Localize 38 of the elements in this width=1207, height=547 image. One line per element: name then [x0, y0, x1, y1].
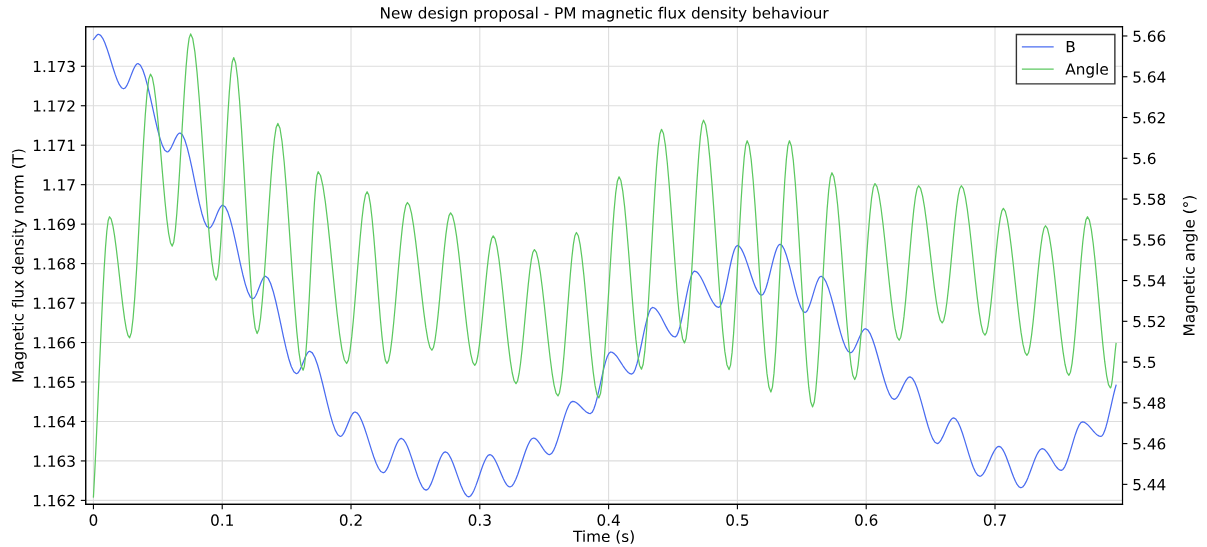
y2-tick-label: 5.46 — [1133, 438, 1166, 450]
y-tick-label: 1.171 — [33, 139, 75, 151]
y2-tick-label: 5.64 — [1133, 71, 1166, 83]
y2-tick-label: 5.48 — [1133, 397, 1166, 409]
y-tick-label: 1.173 — [33, 60, 75, 73]
x-axis-title: Time (s) — [573, 530, 634, 544]
y2-tick-label: 5.58 — [1133, 193, 1166, 206]
y-axis-title: Magnetic flux density norm (T) — [11, 149, 27, 382]
y2-tick-label: 5.44 — [1133, 479, 1166, 491]
x-tick-label: 0.2 — [339, 514, 362, 526]
y-tick-label: 1.172 — [33, 100, 75, 112]
y2-tick-label: 5.6 — [1133, 152, 1156, 165]
x-tick-label: 0.7 — [983, 514, 1006, 526]
x-tick-label: 0.6 — [855, 514, 878, 526]
y2-tick-label: 5.52 — [1133, 315, 1165, 328]
legend-label: B — [1066, 41, 1075, 53]
y2-tick-label: 5.66 — [1133, 30, 1166, 42]
y-tick-label: 1.164 — [33, 415, 76, 428]
y-tick-label: 1.166 — [33, 336, 76, 349]
y-tick-label: 1.163 — [33, 455, 75, 467]
legend-label: Angle — [1065, 62, 1108, 78]
y2-tick-label: 5.5 — [1133, 356, 1156, 369]
x-tick-label: 0.1 — [211, 514, 233, 526]
x-tick-label: 0 — [89, 514, 98, 526]
x-tick-label: 0.3 — [468, 514, 491, 526]
y2-tick-label: 5.54 — [1133, 275, 1166, 287]
y-tick-label: 1.169 — [33, 218, 75, 231]
y-tick-label: 1.167 — [33, 297, 75, 310]
y2-tick-label: 5.62 — [1133, 111, 1165, 124]
y-tick-label: 1.162 — [33, 494, 75, 507]
y-tick-label: 1.168 — [33, 258, 75, 270]
y2-axis-title: Magnetic angle (°) — [1182, 196, 1198, 335]
x-tick-label: 0.4 — [597, 514, 620, 526]
y-tick-label: 1.17 — [43, 179, 75, 191]
x-tick-label: 0.5 — [726, 514, 749, 526]
chart-title: New design proposal - PM magnetic flux density behaviour — [381, 6, 829, 22]
y2-tick-label: 5.56 — [1133, 234, 1166, 246]
y-tick-label: 1.165 — [33, 376, 75, 389]
